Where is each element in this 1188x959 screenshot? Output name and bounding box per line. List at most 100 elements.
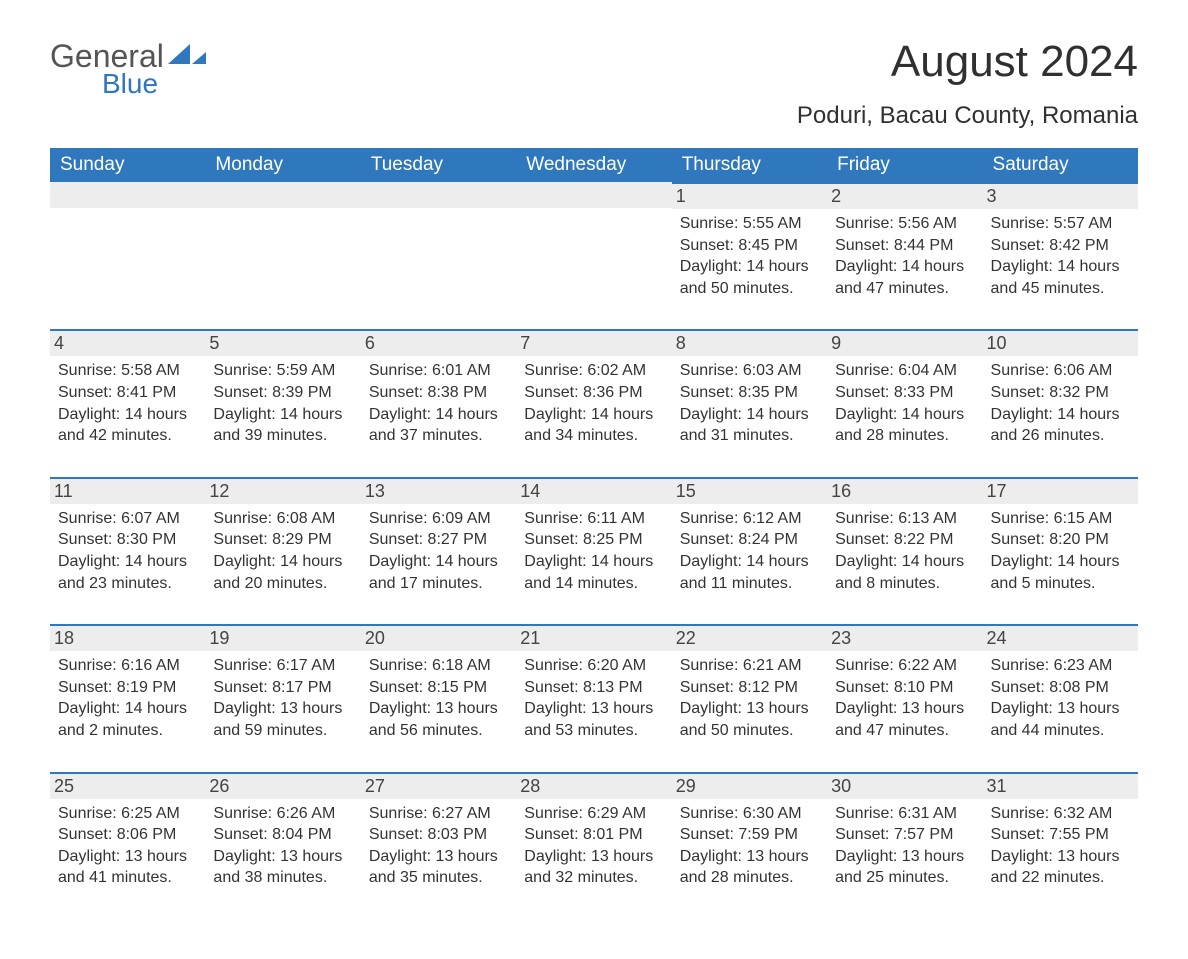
calendar-week-row: 25 Sunrise: 6:25 AMSunset: 8:06 PMDayligh… (50, 772, 1138, 919)
sunrise-text: Sunrise: 6:27 AM (369, 803, 508, 825)
day1-text: Daylight: 14 hours (524, 551, 663, 573)
sunrise-text: Sunrise: 6:06 AM (991, 360, 1130, 382)
calendar-day-cell: 30Sunrise: 6:31 AMSunset: 7:57 PMDayligh… (827, 772, 982, 919)
calendar-day: 4Sunrise: 5:58 AMSunset: 8:41 PMDaylight… (50, 329, 205, 476)
calendar-day: 15Sunrise: 6:12 AMSunset: 8:24 PMDayligh… (672, 477, 827, 624)
day-number: 18 (50, 624, 205, 651)
calendar-day-cell: 28Sunrise: 6:29 AMSunset: 8:01 PMDayligh… (516, 772, 671, 919)
calendar-day: 9Sunrise: 6:04 AMSunset: 8:33 PMDaylight… (827, 329, 982, 476)
brand-logo: General Blue (50, 40, 206, 98)
day-details: Sunrise: 6:30 AMSunset: 7:59 PMDaylight:… (680, 803, 819, 889)
day-number: 17 (983, 477, 1138, 504)
day1-text: Daylight: 14 hours (58, 698, 197, 720)
sunrise-text: Sunrise: 6:01 AM (369, 360, 508, 382)
day2-text: and 53 minutes. (524, 720, 663, 742)
day-number: 24 (983, 624, 1138, 651)
day1-text: Daylight: 13 hours (680, 698, 819, 720)
day2-text: and 56 minutes. (369, 720, 508, 742)
day2-text: and 28 minutes. (680, 867, 819, 889)
day2-text: and 37 minutes. (369, 425, 508, 447)
calendar-day-cell: 1Sunrise: 5:55 AMSunset: 8:45 PMDaylight… (672, 182, 827, 329)
day1-text: Daylight: 13 hours (213, 698, 352, 720)
day-details: Sunrise: 6:22 AMSunset: 8:10 PMDaylight:… (835, 655, 974, 741)
day1-text: Daylight: 14 hours (991, 256, 1130, 278)
calendar-day: 13Sunrise: 6:09 AMSunset: 8:27 PMDayligh… (361, 477, 516, 624)
day-header: Monday (205, 148, 360, 182)
day2-text: and 28 minutes. (835, 425, 974, 447)
sunrise-text: Sunrise: 6:16 AM (58, 655, 197, 677)
day-details: Sunrise: 6:18 AMSunset: 8:15 PMDaylight:… (369, 655, 508, 741)
day-number: 10 (983, 329, 1138, 356)
day2-text: and 22 minutes. (991, 867, 1130, 889)
day-number: 16 (827, 477, 982, 504)
calendar-day: 25 Sunrise: 6:25 AMSunset: 8:06 PMDayligh… (50, 772, 205, 919)
sunset-text: Sunset: 8:30 PM (58, 529, 197, 551)
day1-text: Daylight: 14 hours (369, 404, 508, 426)
sunrise-text: Sunrise: 5:55 AM (680, 213, 819, 235)
calendar-day-cell: 15Sunrise: 6:12 AMSunset: 8:24 PMDayligh… (672, 477, 827, 624)
day-details: Sunrise: 6:02 AMSunset: 8:36 PMDaylight:… (524, 360, 663, 446)
calendar-day: 1Sunrise: 5:55 AMSunset: 8:45 PMDaylight… (672, 182, 827, 329)
calendar-day-cell: 19Sunrise: 6:17 AMSunset: 8:17 PMDayligh… (205, 624, 360, 771)
day-details: Sunrise: 6:23 AMSunset: 8:08 PMDaylight:… (991, 655, 1130, 741)
day-details: Sunrise: 6:32 AMSunset: 7:55 PMDaylight:… (991, 803, 1130, 889)
empty-daynum-bar (50, 182, 672, 208)
sunset-text: Sunset: 8:24 PM (680, 529, 819, 551)
calendar-day-cell: 22Sunrise: 6:21 AMSunset: 8:12 PMDayligh… (672, 624, 827, 771)
sunset-text: Sunset: 8:41 PM (58, 382, 197, 404)
day-number: 26 (205, 772, 360, 799)
calendar-day-cell: 24 Sunrise: 6:23 AMSunset: 8:08 PMDayligh… (983, 624, 1138, 771)
sunset-text: Sunset: 8:12 PM (680, 677, 819, 699)
calendar-day-cell: 20Sunrise: 6:18 AMSunset: 8:15 PMDayligh… (361, 624, 516, 771)
day1-text: Daylight: 13 hours (835, 846, 974, 868)
calendar-week-row: 4Sunrise: 5:58 AMSunset: 8:41 PMDaylight… (50, 329, 1138, 476)
calendar-day-cell: 4Sunrise: 5:58 AMSunset: 8:41 PMDaylight… (50, 329, 205, 476)
day-header: Saturday (983, 148, 1138, 182)
calendar-day: 19Sunrise: 6:17 AMSunset: 8:17 PMDayligh… (205, 624, 360, 771)
day1-text: Daylight: 14 hours (524, 404, 663, 426)
calendar-day-cell: 13Sunrise: 6:09 AMSunset: 8:27 PMDayligh… (361, 477, 516, 624)
sunrise-text: Sunrise: 6:17 AM (213, 655, 352, 677)
sunrise-text: Sunrise: 6:31 AM (835, 803, 974, 825)
sunrise-text: Sunrise: 6:26 AM (213, 803, 352, 825)
calendar-week-row: 11Sunrise: 6:07 AMSunset: 8:30 PMDayligh… (50, 477, 1138, 624)
sunset-text: Sunset: 8:33 PM (835, 382, 974, 404)
day1-text: Daylight: 14 hours (213, 551, 352, 573)
day1-text: Daylight: 14 hours (680, 404, 819, 426)
calendar-day-cell: 21Sunrise: 6:20 AMSunset: 8:13 PMDayligh… (516, 624, 671, 771)
day2-text: and 42 minutes. (58, 425, 197, 447)
calendar-day: 3Sunrise: 5:57 AMSunset: 8:42 PMDaylight… (983, 182, 1138, 329)
day-details: Sunrise: 6:25 AMSunset: 8:06 PMDaylight:… (58, 803, 197, 889)
brand-line2: Blue (102, 70, 164, 98)
day1-text: Daylight: 13 hours (524, 846, 663, 868)
day-details: Sunrise: 5:57 AMSunset: 8:42 PMDaylight:… (991, 213, 1130, 299)
calendar-day: 24 Sunrise: 6:23 AMSunset: 8:08 PMDayligh… (983, 624, 1138, 771)
day1-text: Daylight: 14 hours (680, 256, 819, 278)
calendar-day-cell: 10Sunrise: 6:06 AMSunset: 8:32 PMDayligh… (983, 329, 1138, 476)
day-number: 9 (827, 329, 982, 356)
calendar-day-cell: 6Sunrise: 6:01 AMSunset: 8:38 PMDaylight… (361, 329, 516, 476)
sunrise-text: Sunrise: 6:20 AM (524, 655, 663, 677)
day-number: 27 (361, 772, 516, 799)
sunset-text: Sunset: 8:35 PM (680, 382, 819, 404)
sunset-text: Sunset: 8:19 PM (58, 677, 197, 699)
calendar-day-cell: 3Sunrise: 5:57 AMSunset: 8:42 PMDaylight… (983, 182, 1138, 329)
day1-text: Daylight: 13 hours (369, 846, 508, 868)
calendar-day: 2Sunrise: 5:56 AMSunset: 8:44 PMDaylight… (827, 182, 982, 329)
day-number: 15 (672, 477, 827, 504)
calendar-day: 16 Sunrise: 6:13 AMSunset: 8:22 PMDayligh… (827, 477, 982, 624)
day-number: 2 (827, 182, 982, 209)
calendar-day: 8Sunrise: 6:03 AMSunset: 8:35 PMDaylight… (672, 329, 827, 476)
day-details: Sunrise: 6:16 AMSunset: 8:19 PMDaylight:… (58, 655, 197, 741)
month-title: August 2024 (797, 40, 1138, 84)
day-number: 25 (50, 772, 205, 799)
day-details: Sunrise: 6:29 AMSunset: 8:01 PMDaylight:… (524, 803, 663, 889)
day2-text: and 8 minutes. (835, 573, 974, 595)
day-details: Sunrise: 6:13 AMSunset: 8:22 PMDaylight:… (835, 508, 974, 594)
day-details: Sunrise: 6:27 AMSunset: 8:03 PMDaylight:… (369, 803, 508, 889)
day-number: 4 (50, 329, 205, 356)
day-number: 14 (516, 477, 671, 504)
day-header-row: Sunday Monday Tuesday Wednesday Thursday… (50, 148, 1138, 182)
day2-text: and 35 minutes. (369, 867, 508, 889)
sunrise-text: Sunrise: 5:59 AM (213, 360, 352, 382)
